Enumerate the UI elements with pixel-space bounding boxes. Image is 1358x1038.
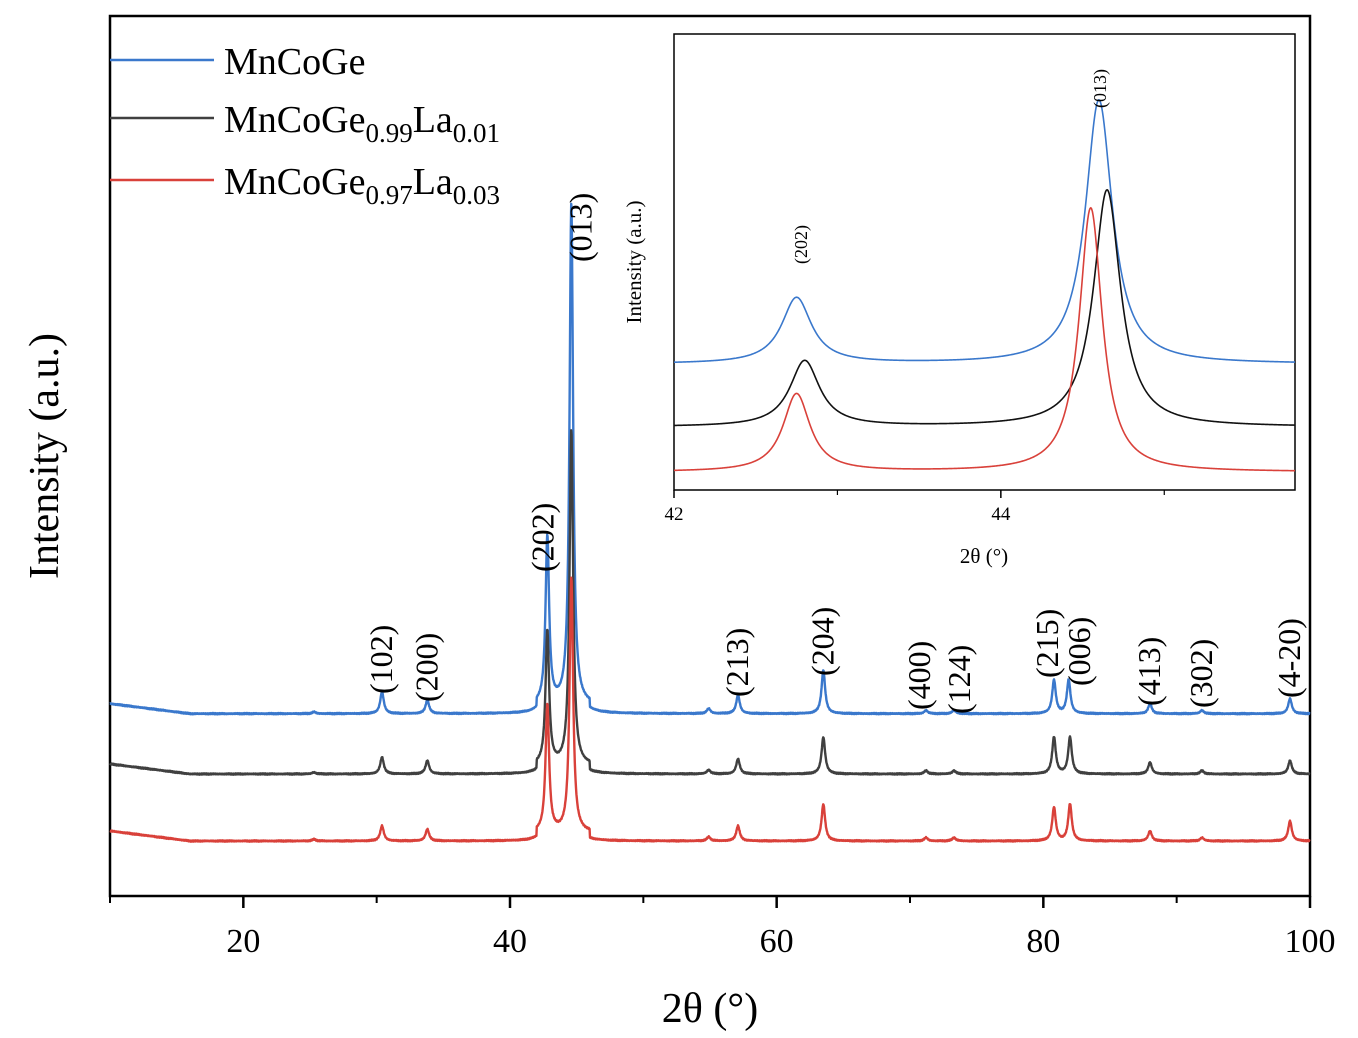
inset-peak-labels: (202) (013): [791, 69, 1111, 264]
legend-label-la001: MnCoGe0.99La0.01: [224, 99, 500, 148]
inset-series-mncoge0-99la0-01: [673, 188, 1296, 427]
main-peak-label-200: (200): [408, 633, 444, 702]
legend: MnCoGe MnCoGe0.99La0.01 MnCoGe0.97La0.03: [110, 41, 500, 210]
inset-plot-frame: [673, 33, 1296, 491]
inset-peak-label-013: (013): [1090, 69, 1111, 108]
main-peak-label-102: (102): [363, 625, 399, 694]
main-x-tick-label-60: 60: [760, 923, 794, 960]
inset-x-tick-label-42: 42: [665, 504, 684, 525]
main-x-ticks: 20 40 60 80 100: [109, 896, 1336, 960]
inset-y-axis-title: Intensity (a.u.): [622, 200, 646, 323]
main-series-mncoge0-97la0-03: [109, 576, 1311, 843]
main-plot-frame: [108, 14, 1312, 898]
main-peak-label-006: (006): [1061, 617, 1097, 686]
main-peak-label-213: (213): [719, 628, 755, 697]
main-peak-label-400: (400): [901, 641, 937, 710]
legend-label-mncoge: MnCoGe: [224, 41, 365, 83]
main-series-mncoge: [109, 202, 1311, 716]
main-peak-label-013: (013): [562, 193, 598, 262]
inset-series-group: [673, 99, 1296, 472]
legend-label-la003: MnCoGe0.97La0.03: [224, 161, 500, 210]
inset-x-axis-title: 2θ (°): [960, 544, 1008, 568]
main-peak-labels: (102) (200) (202) (013) (213) (204) (400) (124)…: [363, 193, 1307, 714]
main-peak-label-202: (202): [524, 503, 560, 572]
main-x-axis-title: 2θ (°): [662, 986, 758, 1032]
main-x-tick-label-20: 20: [226, 923, 260, 960]
main-peak-label-204: (204): [804, 607, 840, 676]
main-x-tick-label-40: 40: [493, 923, 527, 960]
inset-series-mncoge: [673, 99, 1296, 364]
inset-x-ticks: 42 44: [665, 490, 1165, 525]
main-x-tick-label-80: 80: [1026, 923, 1060, 960]
main-peak-label-302: (302): [1183, 639, 1219, 708]
main-peak-label-215: (215): [1029, 609, 1065, 678]
inset-x-tick-label-44: 44: [991, 504, 1011, 525]
main-series-mncoge0-99la0-01: [108, 429, 1311, 776]
main-series-group: [108, 202, 1311, 843]
main-peak-label-413: (413): [1131, 637, 1167, 706]
inset-series-mncoge0-97la0-03: [673, 206, 1296, 472]
main-x-tick-label-100: 100: [1285, 923, 1336, 960]
main-peak-label-4-20: (4-20): [1271, 618, 1307, 698]
main-peak-label-124: (124): [941, 645, 977, 714]
inset-peak-label-202: (202): [791, 225, 812, 264]
main-y-axis-title: Intensity (a.u.): [22, 333, 68, 579]
